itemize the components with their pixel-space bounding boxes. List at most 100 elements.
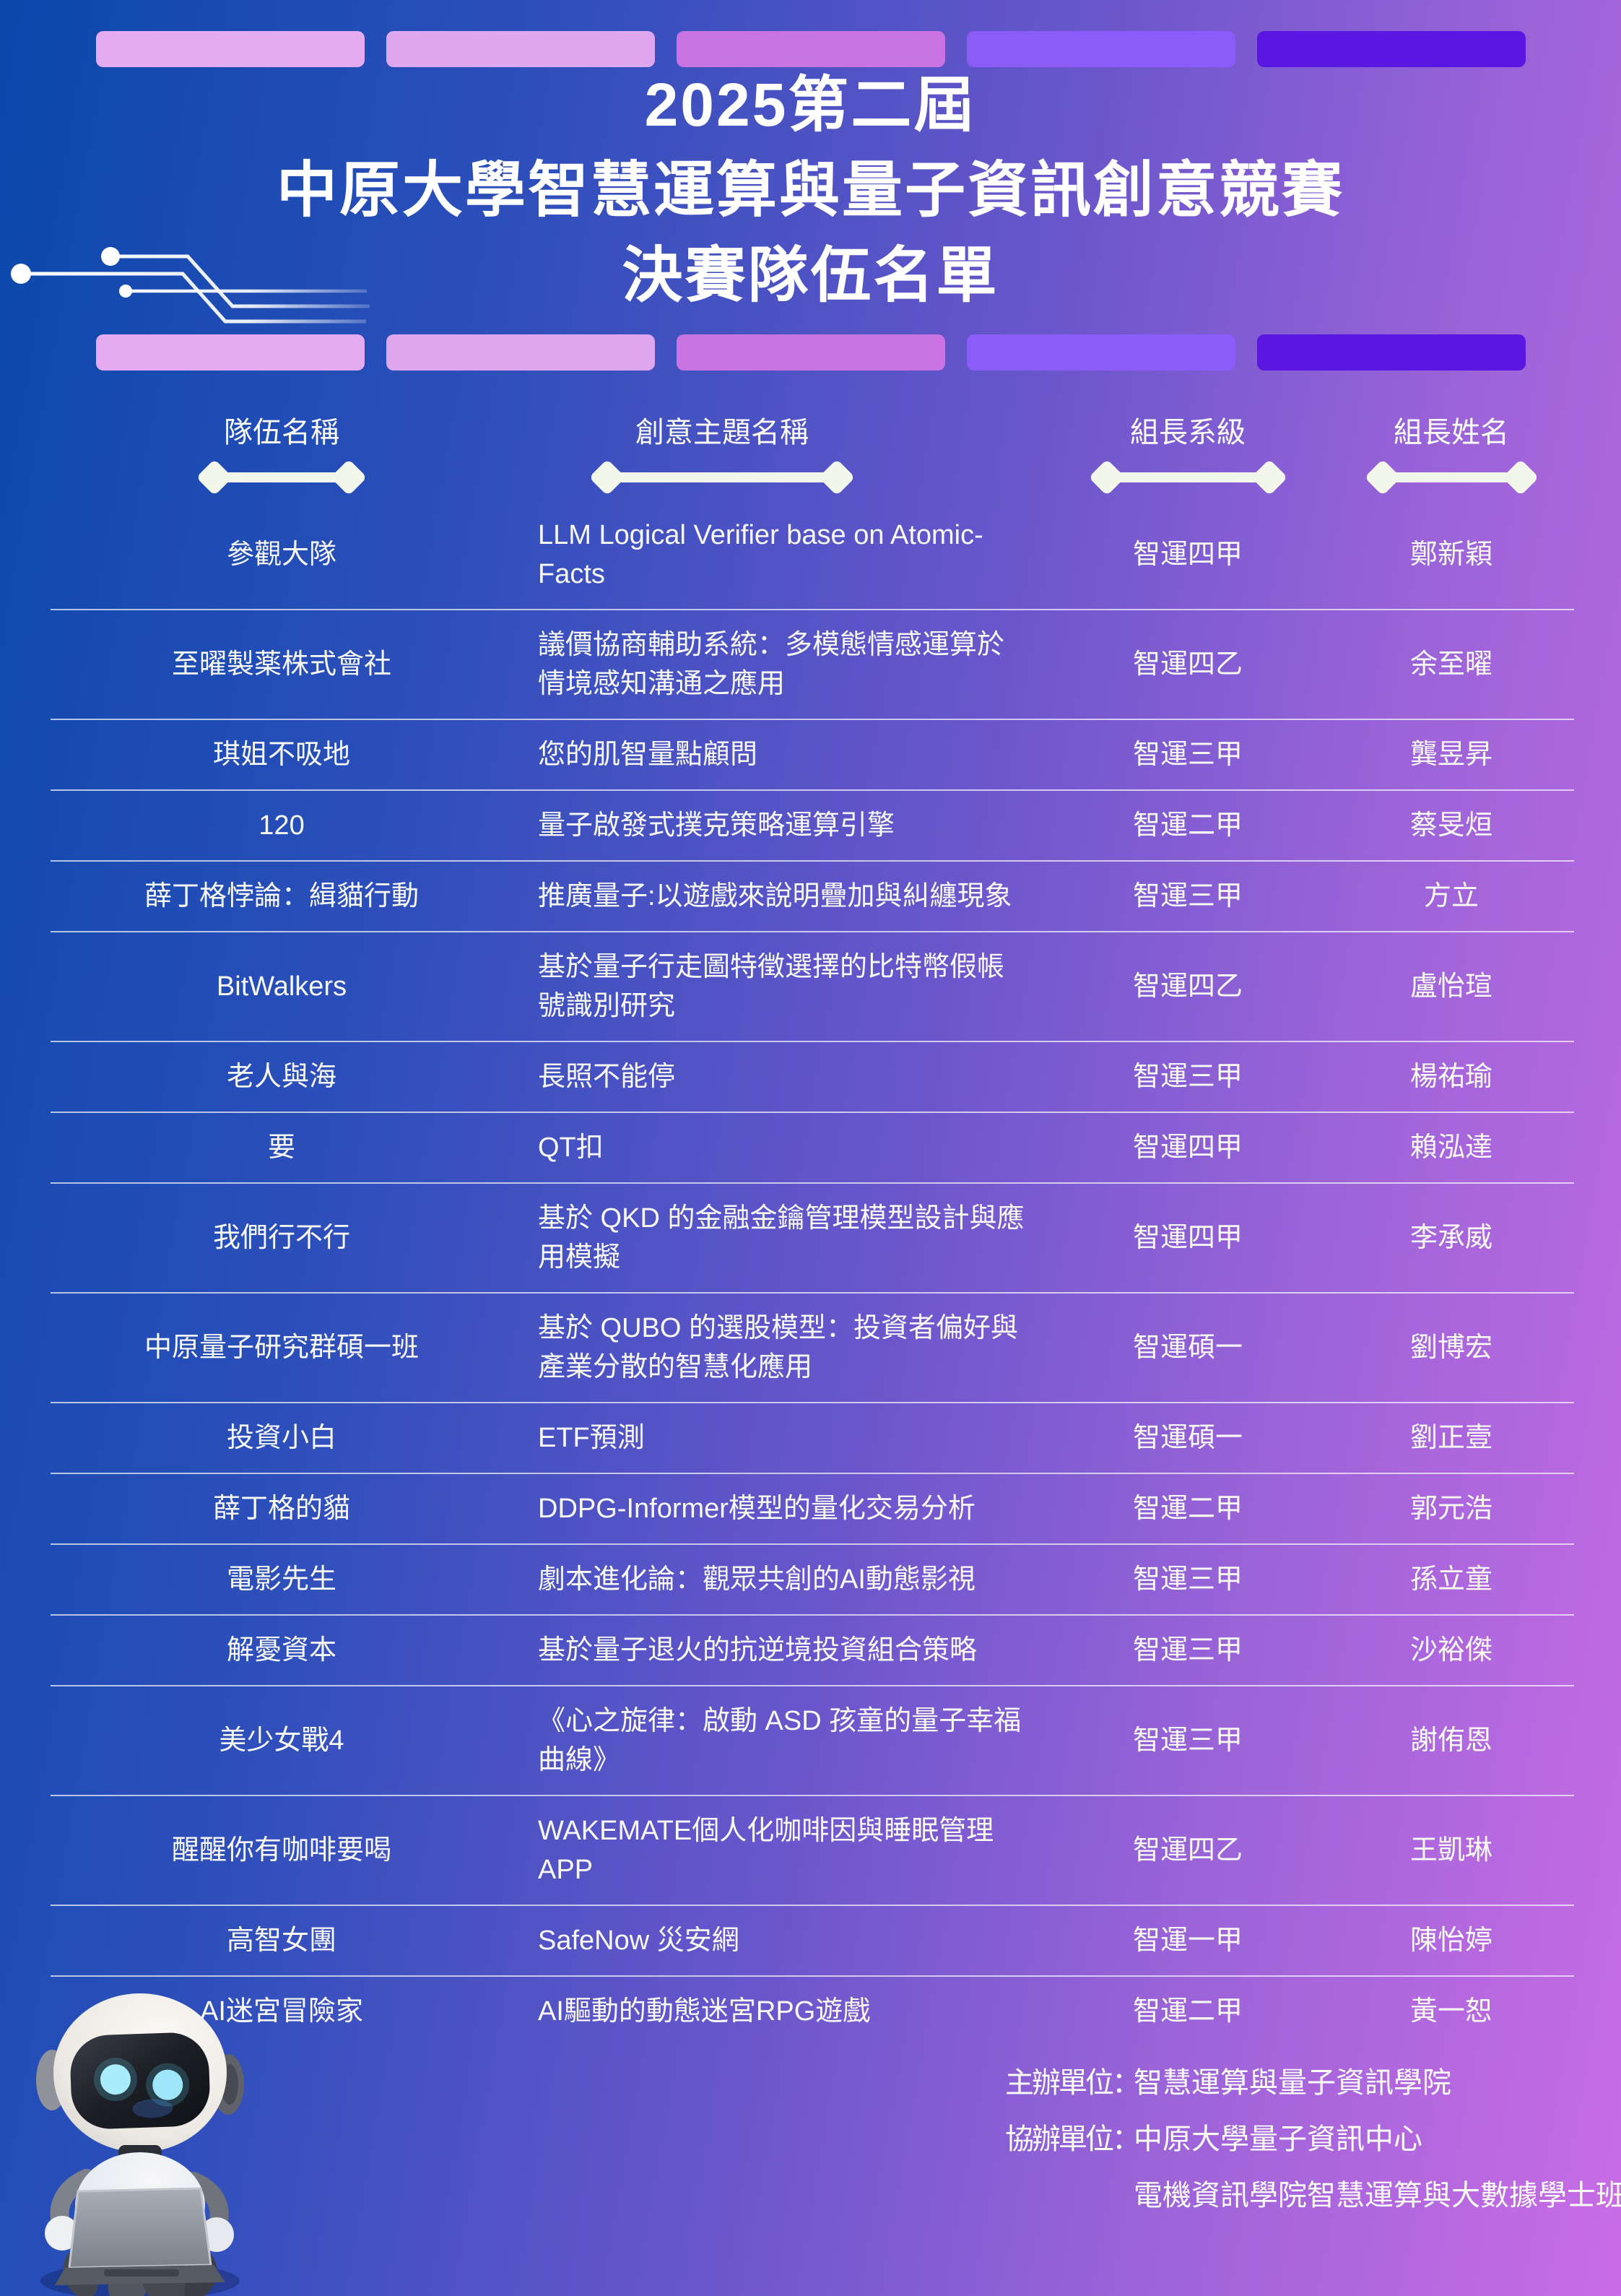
class-cell: 智運四甲 xyxy=(1132,1132,1243,1163)
header-label: 組長姓名 xyxy=(1394,417,1509,449)
table-row: 解憂資本 基於量子退火的抗逆境投資組合策略 智運三甲 沙裕傑 xyxy=(51,1614,1574,1685)
table-row: 我們行不行 基於 QKD 的金融金鑰管理模型設計與應用模擬 智運四甲 李承威 xyxy=(51,1182,1574,1292)
double-diamond-arrow-icon xyxy=(1364,457,1539,498)
double-diamond-arrow-icon xyxy=(588,457,856,498)
team-name-cell: 薛丁格悖論：緝貓行動 xyxy=(144,881,419,911)
team-name-cell: AI迷宮冒險家 xyxy=(200,1996,363,2027)
team-name-cell: 中原量子研究群碩一班 xyxy=(144,1333,419,1363)
theme-cell: 您的肌智量點顧問 xyxy=(538,740,758,770)
class-cell: 智運四乙 xyxy=(1132,971,1243,1002)
table-row: 中原量子研究群碩一班 基於 QUBO 的選股模型：投資者偏好與產業分散的智慧化應… xyxy=(51,1292,1574,1402)
leader-cell: 謝侑恩 xyxy=(1409,1725,1492,1756)
theme-cell: 長照不能停 xyxy=(538,1062,676,1092)
theme-cell: 基於 QKD 的金融金鑰管理模型設計與應用模擬 xyxy=(538,1203,1025,1273)
team-name-cell: 解憂資本 xyxy=(226,1635,336,1665)
table-row: BitWalkers 基於量子行走圖特徵選擇的比特幣假帳號識別研究 智運四乙 盧… xyxy=(51,931,1574,1041)
class-cell: 智運一甲 xyxy=(1132,1925,1243,1956)
class-cell: 智運二甲 xyxy=(1132,1996,1243,2027)
team-name-cell: 醒醒你有咖啡要喝 xyxy=(171,1835,391,1866)
decorative-bar xyxy=(386,334,655,371)
leader-cell: 鄭新穎 xyxy=(1409,540,1492,570)
header-label: 隊伍名稱 xyxy=(224,417,339,449)
table-row: 電影先生 劇本進化論：觀眾共創的AI動態影視 智運三甲 孫立童 xyxy=(51,1543,1574,1614)
leader-cell: 劉正壹 xyxy=(1409,1423,1492,1453)
theme-cell: 基於 QUBO 的選股模型：投資者偏好與產業分散的智慧化應用 xyxy=(538,1313,1019,1382)
table-row: 高智女團 SafeNow 災安網 智運一甲 陳怡婷 xyxy=(51,1905,1574,1975)
table-row: 醒醒你有咖啡要喝 WAKEMATE個人化咖啡因與睡眠管理APP 智運四乙 王凱琳 xyxy=(51,1795,1574,1905)
theme-cell: QT扣 xyxy=(538,1132,604,1163)
table-row: 至曜製薬株式會社 議價協商輔助系統：多模態情感運算於情境感知溝通之應用 智運四乙… xyxy=(51,609,1574,719)
header-leader-class: 組長系級 xyxy=(1047,415,1329,498)
leader-cell: 陳怡婷 xyxy=(1409,1925,1492,1956)
bottom-decorative-bars xyxy=(0,334,1621,371)
leader-cell: 孫立童 xyxy=(1409,1564,1492,1595)
table-row: 投資小白 ETF預測 智運碩一 劉正壹 xyxy=(51,1402,1574,1473)
class-cell: 智運碩一 xyxy=(1132,1423,1243,1453)
decorative-bar xyxy=(966,31,1235,67)
theme-cell: 劇本進化論：觀眾共創的AI動態影視 xyxy=(538,1564,975,1595)
theme-cell: AI驅動的動態迷宮RPG遊戲 xyxy=(538,1996,871,2027)
decorative-bar xyxy=(386,31,655,67)
table-row: 薛丁格的貓 DDPG-Informer模型的量化交易分析 智運二甲 郭元浩 xyxy=(51,1473,1574,1543)
theme-cell: WAKEMATE個人化咖啡因與睡眠管理APP xyxy=(538,1816,994,1885)
theme-cell: LLM Logical Verifier base on Atomic-Fact… xyxy=(538,520,983,589)
team-name-cell: 薛丁格的貓 xyxy=(212,1494,350,1524)
team-name-cell: 要 xyxy=(267,1132,295,1163)
table-row: AI迷宮冒險家 AI驅動的動態迷宮RPG遊戲 智運二甲 黃一恕 xyxy=(51,1975,1574,2046)
leader-cell: 黃一恕 xyxy=(1409,1996,1492,2027)
team-name-cell: BitWalkers xyxy=(216,971,347,1002)
page-title: 2025第二屆 中原大學智慧運算與量子資訊創意競賽 決賽隊伍名單 xyxy=(0,62,1621,318)
decorative-bar xyxy=(95,31,365,67)
team-name-cell: 參觀大隊 xyxy=(226,540,336,570)
decorative-bar xyxy=(1256,334,1526,371)
title-line-event: 中原大學智慧運算與量子資訊創意競賽 xyxy=(276,156,1344,224)
table-row: 薛丁格悖論：緝貓行動 推廣量子:以遊戲來說明疊加與糾纏現象 智運三甲 方立 xyxy=(51,860,1574,931)
class-cell: 智運四甲 xyxy=(1132,1223,1243,1253)
finalist-table: 隊伍名稱 創意主題名稱 組長系級 xyxy=(51,415,1574,2046)
decorative-bar xyxy=(676,334,945,371)
class-cell: 智運三甲 xyxy=(1132,1725,1243,1756)
leader-cell: 劉博宏 xyxy=(1409,1333,1492,1363)
table-row: 參觀大隊 LLM Logical Verifier base on Atomic… xyxy=(51,501,1574,609)
team-name-cell: 電影先生 xyxy=(226,1564,336,1595)
class-cell: 智運四乙 xyxy=(1132,649,1243,680)
organizer-value: 電機資訊學院智慧運算與大數據學士班 xyxy=(1134,2180,1621,2211)
leader-cell: 余至曜 xyxy=(1409,649,1492,680)
team-name-cell: 我們行不行 xyxy=(212,1223,350,1253)
table-row: 老人與海 長照不能停 智運三甲 楊祐瑜 xyxy=(51,1041,1574,1112)
table-header-row: 隊伍名稱 創意主題名稱 組長系級 xyxy=(51,415,1574,498)
organizer-value: 中原大學量子資訊中心 xyxy=(1134,2123,1422,2155)
class-cell: 智運三甲 xyxy=(1132,1635,1243,1665)
class-cell: 智運碩一 xyxy=(1132,1333,1243,1363)
theme-cell: 推廣量子:以遊戲來說明疊加與糾纏現象 xyxy=(538,881,1012,911)
theme-cell: 量子啟發式撲克策略運算引擎 xyxy=(538,810,895,841)
table-row: 120 量子啟發式撲克策略運算引擎 智運二甲 蔡旻烜 xyxy=(51,789,1574,860)
leader-cell: 賴泓達 xyxy=(1409,1132,1492,1163)
theme-cell: 議價協商輔助系統：多模態情感運算於情境感知溝通之應用 xyxy=(538,630,1005,699)
robot-mascot-illustration xyxy=(36,1993,244,2296)
team-name-cell: 老人與海 xyxy=(226,1062,336,1092)
team-name-cell: 120 xyxy=(258,810,305,841)
organizer-row: 協辦單位： 中原大學量子資訊中心 xyxy=(1005,2111,1621,2167)
circuit-lines-decoration xyxy=(11,247,370,324)
organizer-label: 協辦單位： xyxy=(1005,2123,1141,2155)
theme-cell: ETF預測 xyxy=(538,1423,645,1453)
theme-cell: 基於量子退火的抗逆境投資組合策略 xyxy=(538,1635,978,1665)
decorative-bar xyxy=(95,334,365,371)
leader-cell: 王凱琳 xyxy=(1409,1835,1492,1866)
team-name-cell: 美少女戰4 xyxy=(219,1725,344,1756)
leader-cell: 龔昱昇 xyxy=(1409,740,1492,770)
organizer-row: 主辦單位： 智慧運算與量子資訊學院 xyxy=(1005,2055,1621,2111)
class-cell: 智運三甲 xyxy=(1132,740,1243,770)
decorative-bar xyxy=(966,334,1235,371)
table-row: 要 QT扣 智運四甲 賴泓達 xyxy=(51,1112,1574,1182)
organizer-label: 主辦單位： xyxy=(1005,2067,1141,2099)
leader-cell: 李承威 xyxy=(1409,1223,1492,1253)
class-cell: 智運三甲 xyxy=(1132,1564,1243,1595)
organizer-row: 電機資訊學院智慧運算與大數據學士班 xyxy=(1005,2167,1621,2224)
leader-cell: 方立 xyxy=(1423,881,1479,911)
organizer-value: 智慧運算與量子資訊學院 xyxy=(1134,2067,1451,2099)
table-row: 琪姐不吸地 您的肌智量點顧問 智運三甲 龔昱昇 xyxy=(51,719,1574,789)
theme-cell: 基於量子行走圖特徵選擇的比特幣假帳號識別研究 xyxy=(538,952,1005,1021)
theme-cell: DDPG-Informer模型的量化交易分析 xyxy=(538,1494,975,1524)
